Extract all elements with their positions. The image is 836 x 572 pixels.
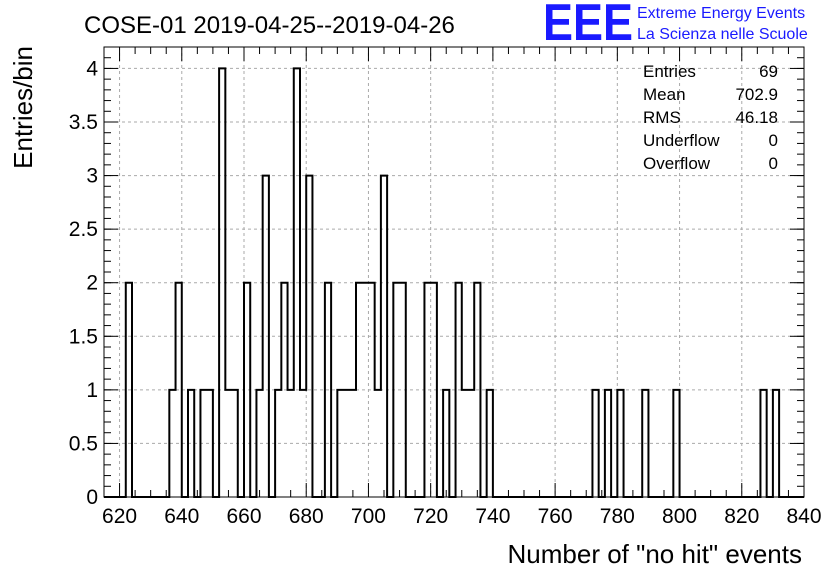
stats-value: 0 — [769, 154, 778, 173]
x-tick-label: 680 — [289, 505, 324, 528]
stats-value: 702.9 — [735, 85, 778, 104]
stats-label: Overflow — [643, 154, 711, 173]
y-axis-title: Entries/bin — [8, 46, 38, 169]
x-tick-label: 620 — [102, 505, 137, 528]
logo: EEE Extreme Energy Events La Scienza nel… — [543, 0, 808, 52]
x-tick-label: 660 — [226, 505, 261, 528]
stats-label: Mean — [643, 85, 686, 104]
stats-label: Entries — [643, 62, 696, 81]
x-tick-label: 820 — [724, 505, 759, 528]
x-tick-label: 700 — [351, 505, 386, 528]
logo-line1: Extreme Energy Events — [637, 5, 805, 22]
y-tick-label: 3 — [86, 165, 98, 188]
x-axis-title: Number of "no hit" events — [508, 539, 803, 569]
plot-frame — [103, 46, 805, 498]
chart-title: COSE-01 2019-04-25--2019-04-26 — [84, 12, 455, 39]
y-tick-label: 3.5 — [69, 111, 98, 134]
y-axis-ticks: 0 0.5 1 1.5 2 2.5 3 3.5 4 — [69, 57, 804, 509]
y-tick-label: 2 — [86, 272, 98, 295]
logo-line2: La Scienza nelle Scuole — [637, 26, 808, 43]
logo-mark: EEE — [543, 0, 633, 52]
x-tick-label: 640 — [164, 505, 199, 528]
y-tick-label: 0 — [86, 486, 98, 509]
y-tick-label: 4 — [86, 57, 98, 80]
x-tick-label: 800 — [662, 505, 697, 528]
y-tick-label: 1 — [86, 379, 98, 402]
stats-label: Underflow — [643, 131, 720, 150]
x-tick-label: 720 — [413, 505, 448, 528]
x-tick-label: 740 — [475, 505, 510, 528]
stats-value: 0 — [769, 131, 778, 150]
x-tick-label: 780 — [600, 505, 635, 528]
stats-box: Entries 69 Mean 702.9 RMS 46.18 Underflow 0 Over… — [643, 62, 778, 173]
y-tick-label: 0.5 — [69, 432, 98, 455]
stats-value: 69 — [759, 62, 778, 81]
x-tick-label: 760 — [538, 505, 573, 528]
stats-label: RMS — [643, 108, 681, 127]
y-tick-label: 1.5 — [69, 325, 98, 348]
y-tick-label: 2.5 — [69, 218, 98, 241]
x-tick-label: 840 — [786, 505, 821, 528]
grid-lines — [104, 47, 805, 497]
stats-value: 46.18 — [735, 108, 778, 127]
